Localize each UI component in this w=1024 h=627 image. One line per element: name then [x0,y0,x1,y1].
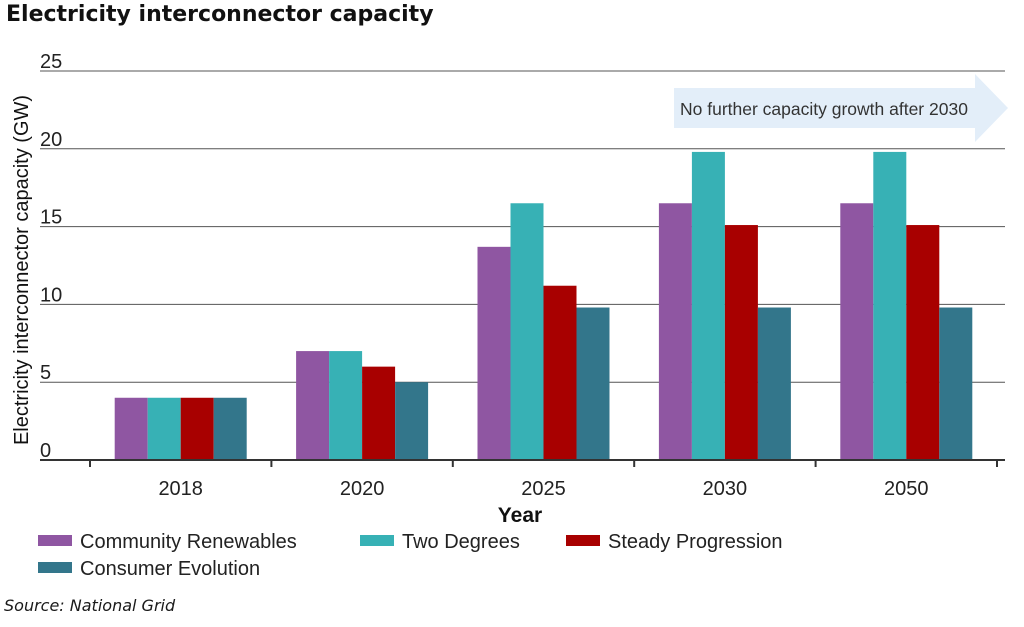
y-tick-label: 10 [40,284,62,306]
bar [510,203,544,460]
legend-swatch [360,535,394,546]
bars [114,151,973,461]
x-tick-label: 2025 [521,478,566,500]
bar [329,351,363,460]
legend-swatch [566,535,600,546]
x-tick-label: 2018 [158,478,203,500]
y-axis-label: Electricity interconnector capacity (GW) [11,95,33,445]
bar [873,151,907,461]
y-tick-labels: 0 5 10 15 20 25 [40,51,62,462]
bar [477,246,511,460]
legend-swatch [38,535,72,546]
legend-label: Consumer Evolution [80,558,260,580]
bar [395,382,429,460]
source-note: Source: National Grid [4,596,176,615]
legend: Community Renewables Two Degrees Steady Pr… [38,531,783,580]
legend-swatch [38,562,72,573]
annotation-arrow-shape [674,74,1008,142]
bar [213,397,247,460]
bar [906,225,940,460]
bar [757,307,791,460]
bar [658,203,692,460]
y-tick-label: 15 [40,207,62,229]
bar [691,151,725,461]
bar [296,351,330,460]
legend-label: Steady Progression [608,531,783,553]
x-axis-label: Year [498,504,542,527]
chart-title: Electricity interconnector capacity [6,2,434,27]
y-tick-label: 0 [40,440,51,462]
bar [576,307,610,460]
annotation-arrow: No further capacity growth after 2030 [674,74,1008,142]
x-axis: 2018 2020 2025 2030 2050 [40,459,1005,500]
bar [724,225,758,460]
y-tick-label: 5 [40,362,51,384]
bar [114,397,148,460]
annotation-text: No further capacity growth after 2030 [680,99,968,119]
x-tick-label: 2030 [703,478,748,500]
x-tick-label: 2050 [884,478,929,500]
bar [362,366,396,460]
y-tick-label: 20 [40,129,62,151]
x-tick-label: 2020 [340,478,385,500]
y-tick-label: 25 [40,51,62,73]
legend-label: Two Degrees [402,531,520,553]
bar [543,285,577,460]
bar [840,203,874,460]
bar [939,307,973,460]
bar [180,397,214,460]
bar [147,397,181,460]
legend-label: Community Renewables [80,531,297,553]
